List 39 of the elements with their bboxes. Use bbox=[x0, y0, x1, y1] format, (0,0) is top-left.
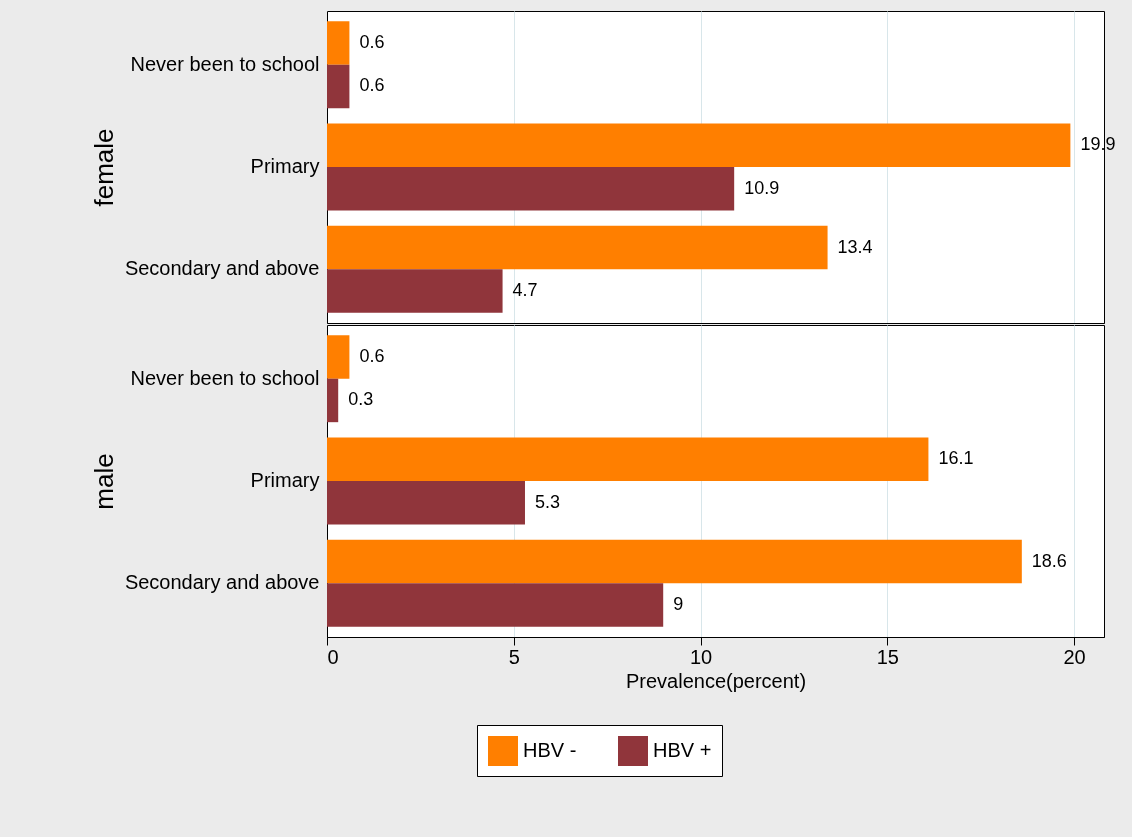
x-tick-label: 0 bbox=[327, 645, 339, 668]
bar bbox=[327, 225, 828, 270]
bar bbox=[327, 335, 350, 379]
y-tick-label: Secondary and above bbox=[124, 571, 320, 594]
y-tick-label: Never been to school bbox=[130, 366, 320, 389]
data-label: 10.9 bbox=[744, 177, 780, 198]
bar bbox=[327, 64, 350, 109]
x-tick-label: 20 bbox=[1063, 645, 1086, 668]
bar bbox=[327, 269, 503, 313]
legend-label: HBV - bbox=[523, 739, 577, 761]
data-label: 0.6 bbox=[359, 75, 385, 96]
data-label: 16.1 bbox=[938, 448, 974, 469]
data-label: 18.6 bbox=[1031, 550, 1067, 571]
bar bbox=[327, 437, 929, 481]
bar bbox=[327, 378, 339, 423]
data-label: 0.6 bbox=[359, 31, 385, 52]
x-tick-label: 10 bbox=[689, 645, 713, 668]
y-axis-title: male bbox=[88, 453, 119, 510]
bar bbox=[327, 123, 1071, 167]
data-label: 9 bbox=[673, 594, 684, 615]
legend-label: HBV + bbox=[653, 739, 712, 761]
y-tick-label: Secondary and above bbox=[124, 257, 320, 280]
bar bbox=[327, 21, 350, 65]
bar bbox=[327, 481, 525, 525]
data-label: 0.3 bbox=[348, 389, 374, 410]
x-axis-title: Prevalence(percent) bbox=[625, 669, 807, 692]
x-tick-label: 5 bbox=[508, 645, 520, 668]
data-label: 13.4 bbox=[837, 236, 873, 257]
bar bbox=[327, 167, 735, 211]
y-tick-label: Primary bbox=[250, 469, 320, 491]
y-tick-label: Primary bbox=[250, 155, 320, 177]
data-label: 0.6 bbox=[359, 345, 385, 366]
data-label: 5.3 bbox=[534, 491, 561, 512]
bar bbox=[327, 583, 664, 627]
bar bbox=[327, 539, 1022, 584]
y-tick-label: Never been to school bbox=[130, 52, 320, 75]
y-axis-title: female bbox=[88, 128, 119, 207]
x-tick-label: 15 bbox=[876, 645, 899, 668]
data-label: 4.7 bbox=[512, 280, 538, 301]
